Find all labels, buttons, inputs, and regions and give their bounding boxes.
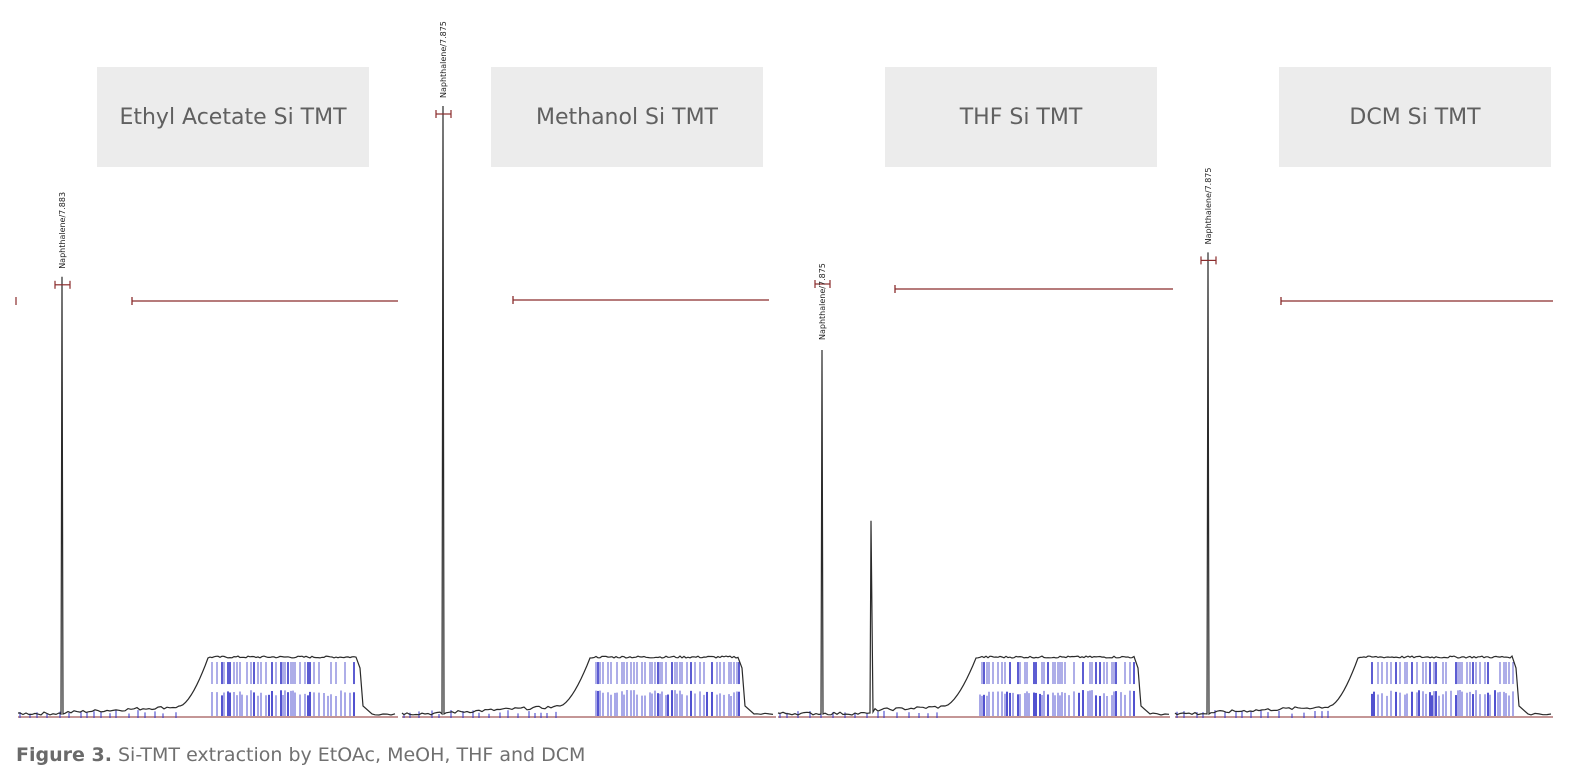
panel-label-ethyl-acetate: Ethyl Acetate Si TMT [97,67,369,167]
caption-text: Si-TMT extraction by EtOAc, MeOH, THF an… [111,744,586,766]
panel-label-thf: THF Si TMT [885,67,1157,167]
caption-prefix: Figure 3. [16,744,112,766]
trace-methanol [401,105,774,716]
panel-label-dcm: DCM Si TMT [1279,67,1551,167]
peak-label-ethyl-acetate: Naphthalene/7.883 [58,192,67,269]
trace-thf [777,349,1170,716]
peak-label-methanol: Naphthalene/7.875 [439,21,448,98]
peak-label-dcm: Naphthalene/7.875 [1204,168,1213,245]
panel-label-methanol: Methanol Si TMT [491,67,763,167]
trace-dcm [1174,252,1552,716]
figure-caption: Figure 3. Si-TMT extraction by EtOAc, Me… [16,744,585,766]
peak-label-thf: Naphthalene/7.875 [818,263,827,340]
trace-ethyl-acetate [18,276,396,716]
